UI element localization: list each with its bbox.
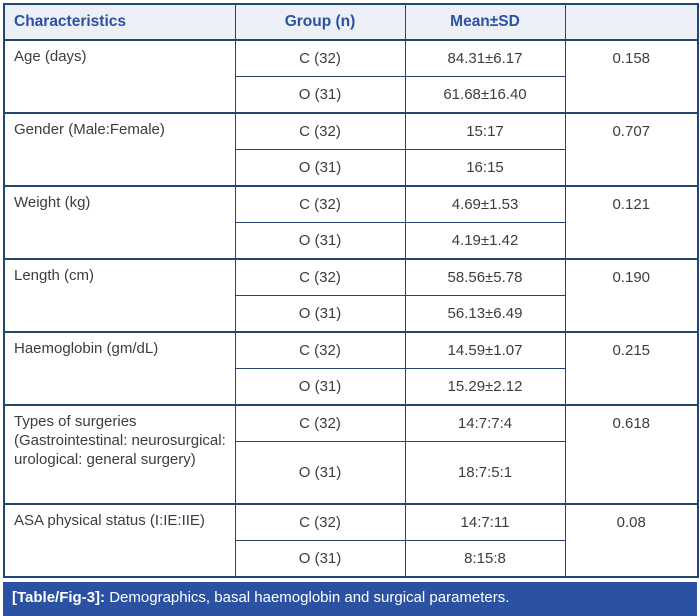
cell-characteristic: Weight (kg) bbox=[4, 185, 236, 259]
cell-characteristic: Age (days) bbox=[4, 39, 236, 113]
cell-characteristic: ASA physical status (I:IE:IIE) bbox=[4, 503, 236, 577]
cell-mean: 16:15 bbox=[405, 149, 566, 186]
cell-mean: 84.31±6.17 bbox=[405, 39, 566, 77]
header-mean-sd: Mean±SD bbox=[405, 4, 566, 41]
cell-characteristic: Gender (Male:Female) bbox=[4, 112, 236, 186]
table-row: O (31) 4.19±1.42 bbox=[4, 222, 698, 259]
cell-p-value: 0.121 bbox=[565, 185, 698, 259]
table-row: Weight (kg) C (32) 4.69±1.53 0.121 bbox=[4, 185, 698, 259]
cell-mean: 4.69±1.53 bbox=[405, 185, 566, 223]
cell-group: O (31) bbox=[235, 441, 406, 504]
table-row: Length (cm) C (32) 58.56±5.78 0.190 bbox=[4, 258, 698, 332]
table-row: O (31) 16:15 bbox=[4, 149, 698, 186]
table-row: O (31) 15.29±2.12 bbox=[4, 368, 698, 405]
cell-mean: 61.68±16.40 bbox=[405, 76, 566, 113]
cell-group: C (32) bbox=[235, 503, 406, 541]
header-characteristics: Characteristics bbox=[4, 4, 236, 41]
table-row: O (31) 18:7:5:1 bbox=[4, 441, 698, 504]
cell-p-value: 0.158 bbox=[565, 39, 698, 113]
header-row: Characteristics Group (n) Mean±SD bbox=[4, 4, 698, 41]
cell-group: O (31) bbox=[235, 295, 406, 332]
table-row: Types of surgeries (Gastrointestinal: ne… bbox=[4, 404, 698, 504]
cell-mean: 14:7:11 bbox=[405, 503, 566, 541]
cell-group: C (32) bbox=[235, 112, 406, 150]
table-row: Haemoglobin (gm/dL) C (32) 14.59±1.07 0.… bbox=[4, 331, 698, 405]
table-row: Gender (Male:Female) C (32) 15:17 0.707 bbox=[4, 112, 698, 186]
cell-mean: 14:7:7:4 bbox=[405, 404, 566, 442]
header-group: Group (n) bbox=[235, 4, 406, 41]
cell-p-value: 0.08 bbox=[565, 503, 698, 577]
cell-mean: 18:7:5:1 bbox=[405, 441, 566, 504]
cell-p-value: 0.707 bbox=[565, 112, 698, 186]
cell-group: O (31) bbox=[235, 368, 406, 405]
cell-mean: 14.59±1.07 bbox=[405, 331, 566, 369]
cell-group: C (32) bbox=[235, 258, 406, 296]
cell-group: C (32) bbox=[235, 404, 406, 442]
demographics-table: Characteristics Group (n) Mean±SD Age (d… bbox=[3, 3, 699, 578]
cell-mean: 58.56±5.78 bbox=[405, 258, 566, 296]
header-p-value bbox=[565, 4, 698, 41]
cell-characteristic: Haemoglobin (gm/dL) bbox=[4, 331, 236, 405]
table-row: O (31) 61.68±16.40 bbox=[4, 76, 698, 113]
cell-mean: 4.19±1.42 bbox=[405, 222, 566, 259]
cell-group: C (32) bbox=[235, 185, 406, 223]
cell-p-value: 0.618 bbox=[565, 404, 698, 504]
cell-p-value: 0.190 bbox=[565, 258, 698, 332]
caption-label: [Table/Fig-3]: bbox=[12, 589, 106, 606]
table-row: O (31) 56.13±6.49 bbox=[4, 295, 698, 332]
table-row: ASA physical status (I:IE:IIE) C (32) 14… bbox=[4, 503, 698, 577]
caption-text: Demographics, basal haemoglobin and surg… bbox=[105, 589, 510, 606]
cell-mean: 15:17 bbox=[405, 112, 566, 150]
cell-group: O (31) bbox=[235, 540, 406, 577]
cell-group: O (31) bbox=[235, 149, 406, 186]
cell-group: O (31) bbox=[235, 222, 406, 259]
cell-mean: 8:15:8 bbox=[405, 540, 566, 577]
cell-group: C (32) bbox=[235, 331, 406, 369]
cell-characteristic: Length (cm) bbox=[4, 258, 236, 332]
table-caption-bar: [Table/Fig-3]: Demographics, basal haemo… bbox=[3, 582, 697, 616]
cell-mean: 56.13±6.49 bbox=[405, 295, 566, 332]
cell-characteristic: Types of surgeries (Gastrointestinal: ne… bbox=[4, 404, 236, 504]
cell-group: C (32) bbox=[235, 39, 406, 77]
cell-mean: 15.29±2.12 bbox=[405, 368, 566, 405]
table-row: Age (days) C (32) 84.31±6.17 0.158 bbox=[4, 39, 698, 113]
table-row: O (31) 8:15:8 bbox=[4, 540, 698, 577]
cell-group: O (31) bbox=[235, 76, 406, 113]
cell-p-value: 0.215 bbox=[565, 331, 698, 405]
